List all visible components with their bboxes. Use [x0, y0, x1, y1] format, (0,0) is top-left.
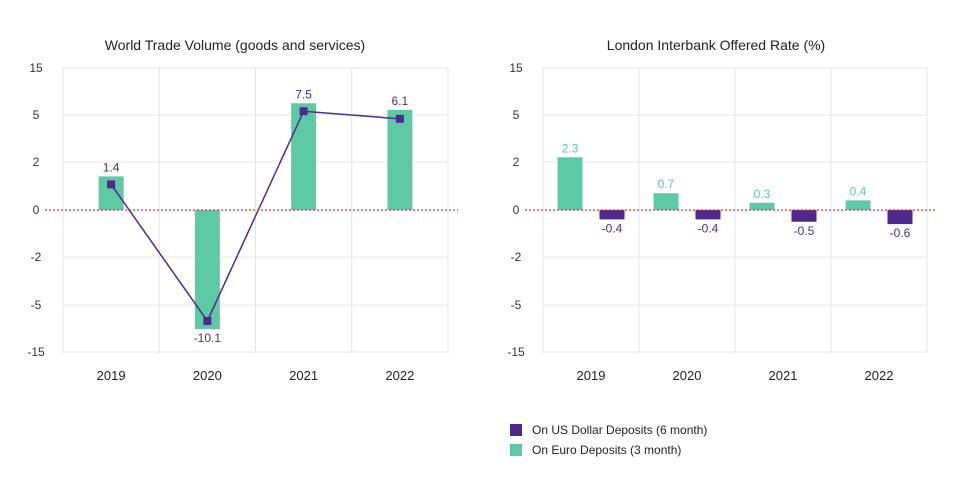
y-tick-label: 15: [29, 61, 43, 75]
data-label: 2.3: [562, 141, 579, 155]
y-tick-label: 15: [509, 61, 523, 75]
series-line-world-trade: [110, 110, 400, 323]
data-label: 1.4: [103, 160, 120, 174]
data-label: -0.4: [698, 221, 719, 235]
line-marker: [203, 316, 212, 325]
bar-usd-deposits: [887, 210, 913, 225]
line-marker: [107, 180, 116, 189]
y-tick-label: -15: [507, 345, 525, 359]
chart-title-1: World Trade Volume (goods and services): [105, 37, 365, 53]
y-tick-label: -15: [27, 345, 45, 359]
legend-item-euro: On Euro Deposits (3 month): [510, 440, 707, 460]
chart-title-2: London Interbank Offered Rate (%): [607, 37, 825, 53]
data-label: -0.5: [794, 224, 815, 238]
y-tick-label: -5: [511, 298, 522, 312]
bar-euro-deposits: [653, 193, 679, 210]
data-label: 7.5: [295, 87, 312, 101]
y-tick-label: -2: [31, 250, 42, 264]
legend-label-euro: On Euro Deposits (3 month): [532, 443, 682, 457]
data-label: 0.7: [658, 177, 675, 191]
legend-item-usd: On US Dollar Deposits (6 month): [510, 420, 707, 440]
legend-label-usd: On US Dollar Deposits (6 month): [532, 423, 708, 437]
x-tick-label: 2021: [769, 368, 798, 383]
bar-usd-deposits: [599, 210, 625, 220]
data-label: -10.1: [194, 331, 222, 345]
y-tick-label: -2: [511, 250, 522, 264]
y-tick-label: 5: [33, 108, 40, 122]
y-tick-label: 2: [33, 155, 40, 169]
y-tick-label: 2: [513, 155, 520, 169]
x-tick-label: 2022: [865, 368, 894, 383]
data-label: 6.1: [392, 94, 409, 108]
bar-euro-deposits: [749, 202, 775, 210]
data-label: 0.4: [850, 184, 867, 198]
line-marker: [299, 107, 308, 116]
x-tick-label: 2022: [385, 368, 414, 383]
x-tick-label: 2020: [673, 368, 702, 383]
x-tick-label: 2019: [577, 368, 606, 383]
bar-world-trade: [291, 103, 317, 210]
data-label: -0.6: [890, 226, 911, 240]
bar-world-trade: [194, 210, 220, 329]
y-tick-label: 5: [513, 108, 520, 122]
y-tick-label: 0: [513, 203, 520, 217]
chart-legend: On US Dollar Deposits (6 month) On Euro …: [510, 420, 707, 460]
x-tick-label: 2020: [193, 368, 222, 383]
y-tick-label: -5: [31, 298, 42, 312]
legend-swatch-euro: [510, 444, 522, 456]
bar-euro-deposits: [845, 200, 871, 210]
bar-usd-deposits: [695, 210, 721, 220]
line-marker: [395, 114, 404, 123]
x-tick-label: 2021: [289, 368, 318, 383]
x-tick-label: 2019: [97, 368, 126, 383]
y-tick-label: 0: [33, 203, 40, 217]
legend-swatch-usd: [510, 424, 522, 436]
bar-euro-deposits: [557, 157, 583, 210]
bar-world-trade: [387, 109, 413, 210]
data-label: -0.4: [602, 221, 623, 235]
data-label: 0.3: [754, 187, 771, 201]
bar-usd-deposits: [791, 210, 817, 222]
